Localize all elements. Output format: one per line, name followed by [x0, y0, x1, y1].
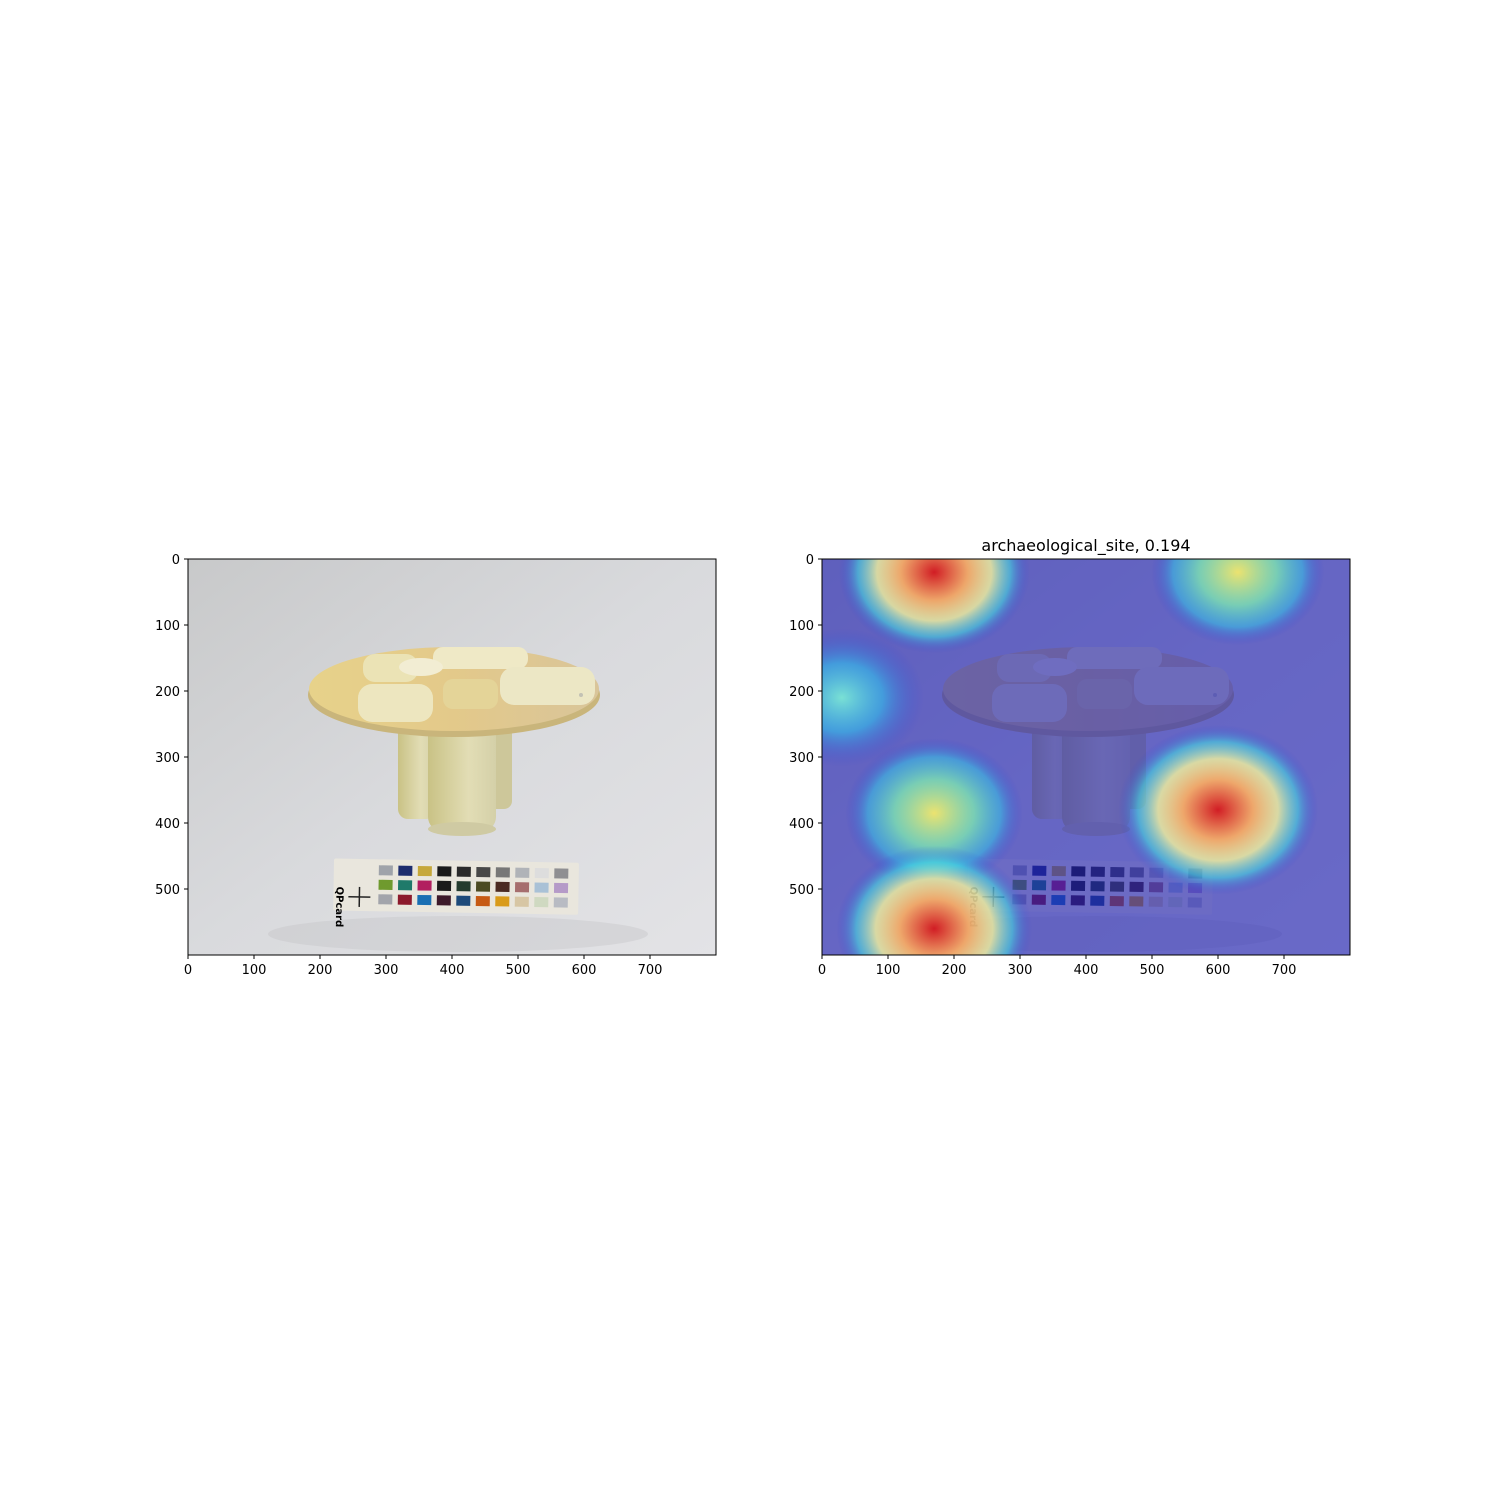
y-tick-label: 300 [155, 751, 180, 766]
left-x-axis: 0 100 200 300 400 500 600 700 [184, 955, 663, 978]
heatmap-hotspot [838, 559, 1030, 654]
left-y-axis: 0 100 200 300 400 500 [155, 553, 188, 898]
y-tick-label: 300 [789, 751, 814, 766]
heatmap-hotspot [822, 628, 924, 767]
x-tick-label: 300 [374, 963, 399, 978]
heatmap-hotspot [1118, 724, 1318, 895]
right-x-axis: 0 100 200 300 400 500 600 700 [818, 955, 1297, 978]
x-tick-label: 0 [184, 963, 192, 978]
original-image-panel: 0 100 200 300 400 500 600 700 0 100 200 300 400 500 [155, 553, 717, 978]
y-tick-label: 200 [789, 685, 814, 700]
x-tick-label: 100 [876, 963, 901, 978]
heatmap-hotspot [845, 738, 1023, 889]
y-tick-label: 100 [789, 619, 814, 634]
x-tick-label: 700 [1272, 963, 1297, 978]
x-tick-label: 600 [1206, 963, 1231, 978]
y-tick-label: 400 [789, 817, 814, 832]
x-tick-label: 500 [1140, 963, 1165, 978]
original-photo [188, 559, 716, 955]
x-tick-label: 400 [1074, 963, 1099, 978]
heatmap-hotspot [836, 845, 1032, 955]
right-y-axis: 0 100 200 300 400 500 [789, 553, 822, 898]
x-tick-label: 500 [506, 963, 531, 978]
heatmap-hotspots [822, 559, 1325, 955]
y-tick-label: 0 [172, 553, 180, 568]
y-tick-label: 100 [155, 619, 180, 634]
x-tick-label: 600 [572, 963, 597, 978]
x-tick-label: 400 [440, 963, 465, 978]
x-tick-label: 200 [308, 963, 333, 978]
y-tick-label: 500 [789, 883, 814, 898]
heatmap-overlay-image [822, 559, 1350, 955]
y-tick-label: 200 [155, 685, 180, 700]
x-tick-label: 300 [1008, 963, 1033, 978]
heatmap-title: archaeological_site, 0.194 [981, 536, 1190, 556]
y-tick-label: 0 [806, 553, 814, 568]
x-tick-label: 0 [818, 963, 826, 978]
y-tick-label: 500 [155, 883, 180, 898]
x-tick-label: 100 [242, 963, 267, 978]
heatmap-hotspot [1151, 559, 1325, 646]
y-tick-label: 400 [155, 817, 180, 832]
x-tick-label: 200 [942, 963, 967, 978]
heatmap-panel: archaeological_site, 0.194 0 100 200 300 400… [789, 536, 1351, 978]
x-tick-label: 700 [638, 963, 663, 978]
